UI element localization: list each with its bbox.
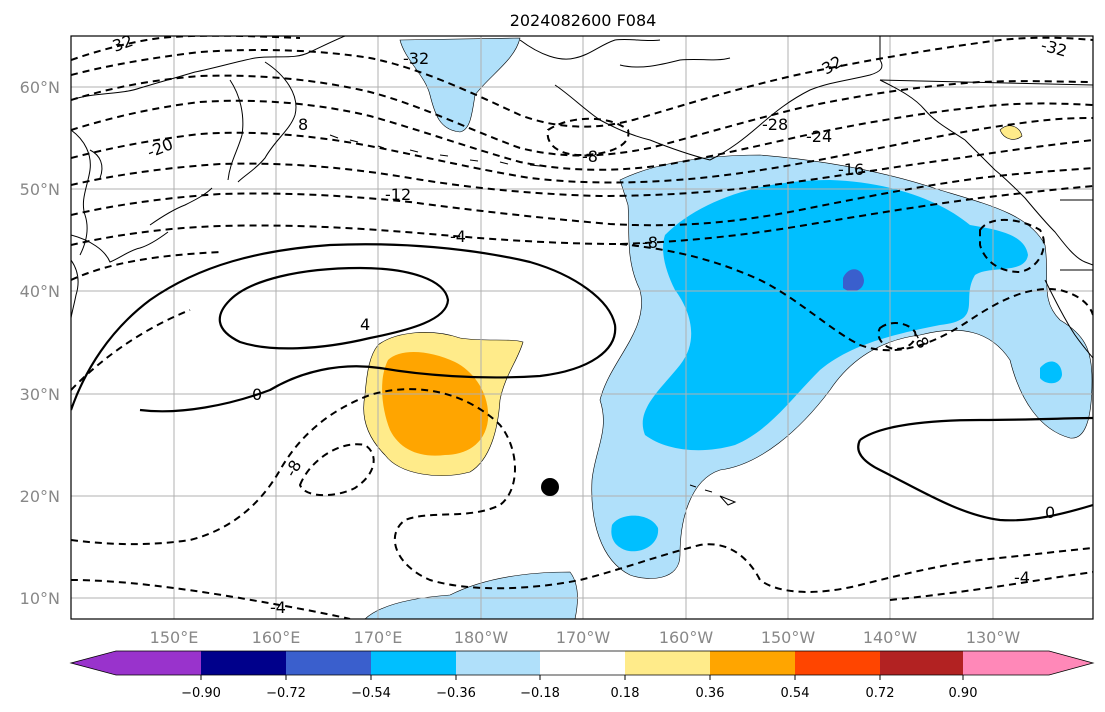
colorbar-segment <box>286 651 372 675</box>
contour-label: 8 <box>298 115 308 134</box>
negative-anomaly-blob-south <box>611 515 659 552</box>
negative-anomaly-blob-east <box>1040 361 1062 384</box>
colorbar-outline <box>69 650 1095 676</box>
colorbar-label: −0.18 <box>520 686 560 701</box>
lon-label: 170°E <box>354 628 403 647</box>
negative-anomaly-medium-region <box>642 180 1028 451</box>
contour-label: -28 <box>762 115 788 134</box>
contour-label: -8 <box>582 147 598 166</box>
colorbar-segment <box>371 651 457 675</box>
contour-label: -4 <box>450 227 466 246</box>
contour-label: -4 <box>1014 568 1030 587</box>
contour-label: -8 <box>642 233 658 252</box>
colorbar-segment <box>625 651 711 675</box>
lat-label: 10°N <box>20 589 60 608</box>
colorbar-segment <box>880 651 964 675</box>
contour-label: 0 <box>1045 503 1055 522</box>
colorbar-segment <box>540 651 626 675</box>
colorbar-segment <box>710 651 796 675</box>
lon-label: 160°W <box>659 628 714 647</box>
contour-lines <box>71 36 1093 619</box>
contour-label: -12 <box>385 185 411 204</box>
colorbar-segment <box>795 651 881 675</box>
colorbar-segment <box>1048 651 1093 675</box>
map-title: 2024082600 F084 <box>510 11 657 30</box>
contour-label: -24 <box>806 127 832 146</box>
positive-anomaly-medium-region <box>382 351 489 456</box>
colorbar-segment <box>963 651 1049 675</box>
longitude-labels: 150°E 160°E 170°E 180°W 170°W 160°W 150°… <box>150 628 1021 647</box>
colorbar-ticks <box>200 675 964 680</box>
colorbar-label: −0.72 <box>266 686 306 701</box>
colorbar-segment <box>116 651 202 675</box>
contour-label-layer: 32 -32 32 -32 -20 8 -12 -4 -8 -28 -24 -1… <box>110 31 1069 617</box>
lat-label: 20°N <box>20 487 60 506</box>
location-marker <box>541 478 559 496</box>
contour-label: -32 <box>403 49 429 68</box>
colorbar-label: 0.90 <box>949 686 978 701</box>
colorbar-segment <box>71 651 117 675</box>
contour-label: -4 <box>270 598 286 617</box>
contour-label: 32 <box>110 31 136 56</box>
negative-anomaly-strong-spot <box>843 269 864 292</box>
colorbar: −0.90 −0.72 −0.54 −0.36 −0.18 0.18 0.36 … <box>69 650 1095 701</box>
contour-label: -16 <box>838 160 864 179</box>
positive-anomaly-spot <box>999 125 1023 140</box>
contour-label: -8 <box>281 457 305 480</box>
colorbar-label: 0.54 <box>781 686 810 701</box>
lat-label: 60°N <box>20 78 60 97</box>
colorbar-label: 0.36 <box>696 686 725 701</box>
plot-area: 32 -32 32 -32 -20 8 -12 -4 -8 -28 -24 -1… <box>71 31 1093 619</box>
lon-label: 180°W <box>454 628 509 647</box>
colorbar-label: 0.72 <box>866 686 895 701</box>
contour-label: 4 <box>360 315 370 334</box>
contour-label: -32 <box>1039 36 1069 61</box>
shading-layer <box>363 37 1093 619</box>
negative-anomaly-south-region <box>364 571 578 619</box>
lon-label: 170°W <box>556 628 611 647</box>
colorbar-segment <box>456 651 541 675</box>
lon-label: 130°W <box>966 628 1021 647</box>
contour-label: 32 <box>819 52 846 79</box>
lon-label: 150°W <box>761 628 816 647</box>
lat-label: 50°N <box>20 180 60 199</box>
lon-label: 160°E <box>252 628 301 647</box>
contour-label: 0 <box>252 385 262 404</box>
lon-label: 140°W <box>863 628 918 647</box>
colorbar-label: −0.90 <box>181 686 221 701</box>
lon-label: 150°E <box>150 628 199 647</box>
colorbar-label: 0.18 <box>611 686 640 701</box>
plot-frame <box>70 35 1094 620</box>
negative-anomaly-bering-region <box>399 37 521 133</box>
colorbar-label: −0.54 <box>351 686 391 701</box>
lat-label: 30°N <box>20 385 60 404</box>
colorbar-segment <box>201 651 287 675</box>
colorbar-label: −0.36 <box>436 686 476 701</box>
latitude-labels: 60°N 50°N 40°N 30°N 20°N 10°N <box>20 78 60 608</box>
lat-label: 40°N <box>20 282 60 301</box>
